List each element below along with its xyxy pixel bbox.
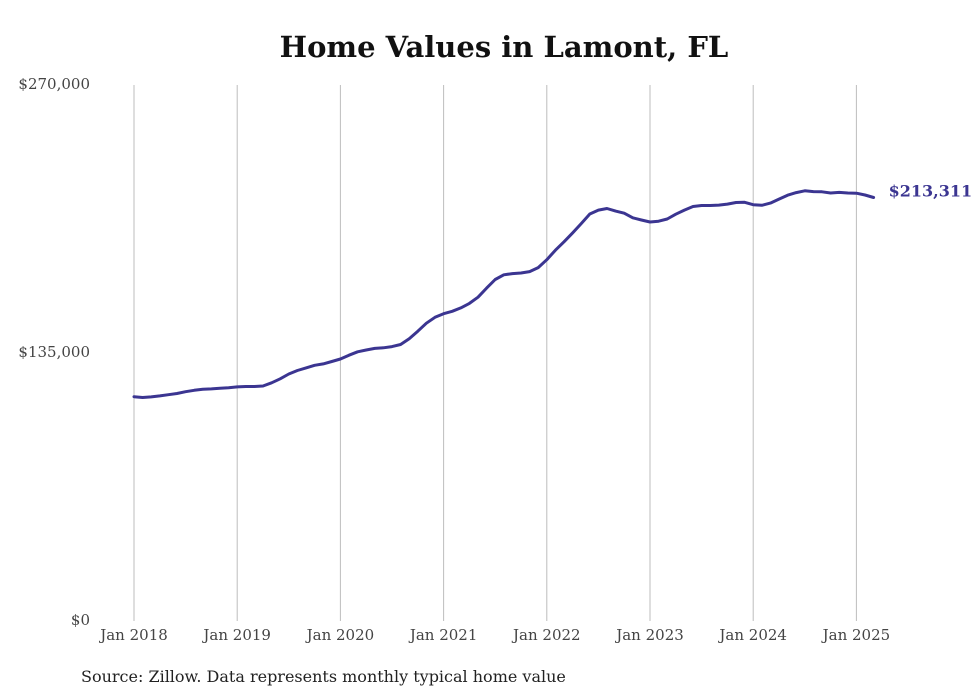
x-tick-label: Jan 2021	[408, 626, 478, 644]
x-tick-label: Jan 2025	[821, 626, 891, 644]
x-tick-label: Jan 2018	[98, 626, 168, 644]
latest-value-label: $213,311	[889, 182, 973, 201]
y-axis-ticks: $0 $135,000 $270,000	[18, 75, 90, 629]
x-axis-ticks: Jan 2018 Jan 2019 Jan 2020 Jan 2021 Jan 2022…	[98, 626, 890, 644]
line-chart: $0$135,000$270,000 Jan 2018 Jan 2019 Jan 2…	[18, 75, 973, 644]
x-gridlines	[133, 85, 857, 621]
chart-title: Home Values in Lamont, FL	[279, 30, 729, 64]
y-tick-label: $270,000	[18, 75, 90, 93]
x-tick-label: Jan 2022	[511, 626, 581, 644]
source-note: Source: Zillow. Data represents monthly …	[81, 667, 566, 686]
y-tick-label: $0	[71, 611, 90, 629]
x-tick-label: Jan 2024	[717, 626, 787, 644]
x-tick-label: Jan 2020	[305, 626, 375, 644]
home-value-series-line	[132, 189, 876, 399]
y-tick-label: $135,000	[18, 343, 90, 361]
x-tick-label: Jan 2019	[201, 626, 271, 644]
x-tick-label: Jan 2023	[614, 626, 684, 644]
